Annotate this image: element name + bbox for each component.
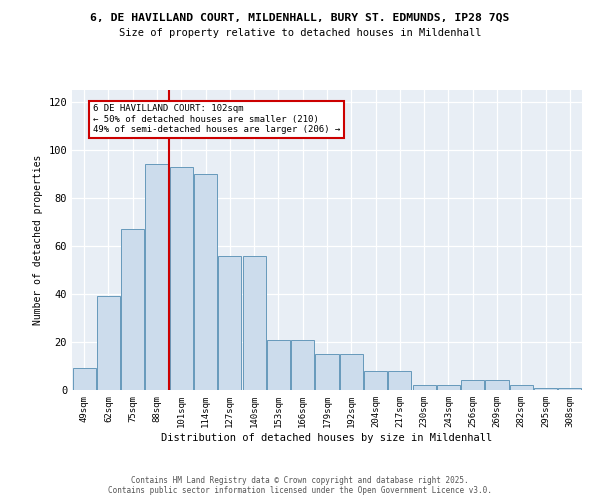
Bar	[461, 380, 484, 390]
Bar	[364, 371, 387, 390]
Y-axis label: Number of detached properties: Number of detached properties	[33, 155, 43, 325]
Bar	[242, 256, 266, 390]
Bar	[121, 229, 144, 390]
Bar	[340, 354, 363, 390]
Text: 6 DE HAVILLAND COURT: 102sqm
← 50% of detached houses are smaller (210)
49% of s: 6 DE HAVILLAND COURT: 102sqm ← 50% of de…	[92, 104, 340, 134]
Bar	[510, 385, 533, 390]
Bar	[437, 385, 460, 390]
Bar	[97, 296, 120, 390]
Bar	[170, 167, 193, 390]
Bar	[413, 385, 436, 390]
Text: Contains HM Land Registry data © Crown copyright and database right 2025.
Contai: Contains HM Land Registry data © Crown c…	[108, 476, 492, 495]
Text: Size of property relative to detached houses in Mildenhall: Size of property relative to detached ho…	[119, 28, 481, 38]
Bar	[145, 164, 169, 390]
Bar	[485, 380, 509, 390]
Bar	[291, 340, 314, 390]
Bar	[388, 371, 412, 390]
Bar	[316, 354, 338, 390]
X-axis label: Distribution of detached houses by size in Mildenhall: Distribution of detached houses by size …	[161, 432, 493, 442]
Text: 6, DE HAVILLAND COURT, MILDENHALL, BURY ST. EDMUNDS, IP28 7QS: 6, DE HAVILLAND COURT, MILDENHALL, BURY …	[91, 12, 509, 22]
Bar	[534, 388, 557, 390]
Bar	[218, 256, 241, 390]
Bar	[267, 340, 290, 390]
Bar	[194, 174, 217, 390]
Bar	[73, 368, 95, 390]
Bar	[559, 388, 581, 390]
